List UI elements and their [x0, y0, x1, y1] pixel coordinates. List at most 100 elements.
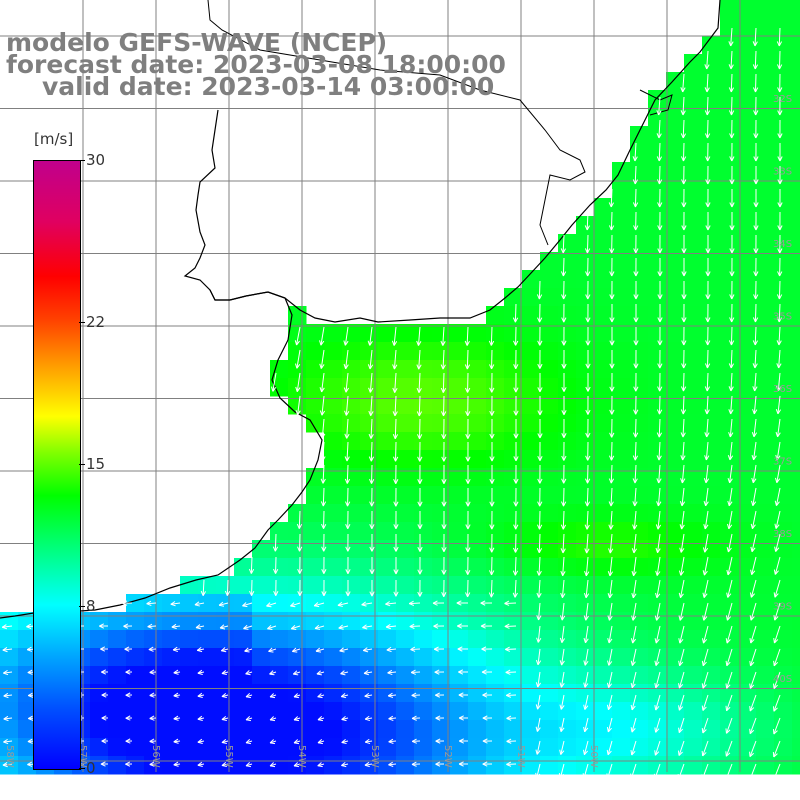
wind-arrow: [321, 510, 327, 529]
wind-arrow: [297, 533, 303, 552]
wind-speed-cell: [342, 324, 361, 343]
wind-speed-cell: [126, 630, 145, 649]
wind-speed-cell: [360, 522, 379, 541]
wind-speed-field: [0, 0, 800, 775]
wind-speed-cell: [774, 90, 793, 109]
wind-arrow: [632, 142, 638, 162]
wind-arrow: [773, 579, 781, 598]
wind-arrow: [513, 464, 519, 484]
wind-speed-cell: [414, 324, 433, 343]
wind-arrow: [513, 326, 519, 346]
wind-arrow: [536, 533, 543, 553]
wind-arrow: [465, 510, 471, 530]
wind-arrow: [513, 441, 519, 462]
wind-arrow: [680, 441, 686, 461]
wind-arrow: [728, 73, 735, 93]
wind-speed-cell: [774, 450, 793, 469]
wind-speed-cell: [630, 288, 649, 307]
wind-arrow: [294, 326, 301, 346]
wind-speed-cell: [450, 612, 469, 631]
wind-arrow: [269, 716, 277, 722]
wind-arrow: [704, 96, 711, 116]
wind-speed-cell: [450, 342, 469, 361]
wind-speed-cell: [774, 180, 793, 199]
wind-arrow: [393, 487, 399, 507]
wind-speed-cell: [504, 540, 523, 559]
wind-arrow: [537, 303, 543, 323]
wind-arrow: [729, 165, 735, 185]
wind-speed-cell: [468, 414, 487, 433]
wind-speed-cell: [612, 270, 631, 289]
wind-speed-cell: [756, 666, 775, 685]
wind-speed-cell: [720, 630, 739, 649]
wind-arrow: [633, 326, 639, 346]
wind-speed-cell: [576, 666, 595, 685]
colorbar-tick-mark: [79, 160, 85, 161]
wind-arrow: [3, 715, 13, 722]
wind-arrow: [513, 372, 519, 393]
wind-arrow: [777, 234, 783, 254]
wind-arrow: [464, 349, 471, 370]
wind-arrow: [368, 372, 374, 393]
wind-speed-cell: [648, 306, 667, 325]
wind-speed-cell: [468, 648, 487, 667]
wind-arrow: [441, 579, 447, 597]
wind-speed-cell: [720, 54, 739, 73]
wind-speed-cell: [630, 432, 649, 451]
wind-speed-cell: [414, 576, 433, 595]
wind-arrow: [702, 533, 709, 553]
wind-speed-cell: [306, 324, 325, 343]
wind-arrow: [560, 579, 566, 599]
wind-speed-cell: [630, 180, 649, 199]
wind-arrow: [654, 602, 661, 621]
wind-arrow: [416, 395, 423, 417]
wind-speed-cell: [144, 648, 163, 667]
wind-speed-cell: [486, 576, 505, 595]
wind-speed-cell: [720, 612, 739, 631]
wind-speed-cell: [432, 576, 451, 595]
wind-speed-cell: [414, 504, 433, 523]
wind-arrow: [125, 715, 133, 721]
wind-speed-cell: [378, 612, 397, 631]
wind-arrow: [100, 761, 109, 767]
wind-speed-cell: [612, 684, 631, 703]
wind-speed-cell: [540, 648, 559, 667]
wind-arrow: [345, 579, 351, 597]
wind-speed-cell: [576, 702, 595, 721]
wind-arrow: [680, 96, 686, 116]
wind-arrow: [772, 740, 781, 758]
wind-arrow: [197, 715, 205, 721]
wind-arrow: [607, 602, 613, 621]
wind-speed-cell: [756, 342, 775, 361]
wind-speed-cell: [90, 630, 109, 649]
wind-arrow: [536, 510, 543, 530]
wind-speed-cell: [504, 306, 523, 325]
wind-speed-cell: [540, 630, 559, 649]
wind-arrow: [99, 623, 109, 629]
wind-speed-cell: [324, 432, 343, 451]
wind-arrow: [657, 326, 663, 346]
wind-speed-cell: [522, 432, 541, 451]
wind-arrow: [197, 738, 205, 744]
wind-speed-cell: [522, 414, 541, 433]
wind-speed-cell: [414, 396, 433, 415]
wind-speed-cell: [522, 486, 541, 505]
wind-speed-cell: [432, 738, 451, 757]
wind-speed-cell: [648, 432, 667, 451]
wind-speed-cell: [90, 666, 109, 685]
wind-speed-cell: [576, 288, 595, 307]
wind-arrow: [753, 234, 759, 254]
wind-arrow: [751, 464, 757, 484]
wind-speed-cell: [792, 396, 800, 415]
wind-speed-cell: [540, 432, 559, 451]
wind-speed-cell: [666, 450, 685, 469]
wind-arrow: [725, 717, 733, 734]
wind-arrow: [441, 533, 447, 553]
wind-arrow: [244, 647, 253, 653]
wind-speed-cell: [648, 378, 667, 397]
wind-speed-cell: [630, 594, 649, 613]
wind-arrow: [679, 533, 685, 553]
wind-speed-cell: [414, 450, 433, 469]
wind-speed-cell: [468, 558, 487, 577]
wind-arrow: [385, 624, 397, 630]
